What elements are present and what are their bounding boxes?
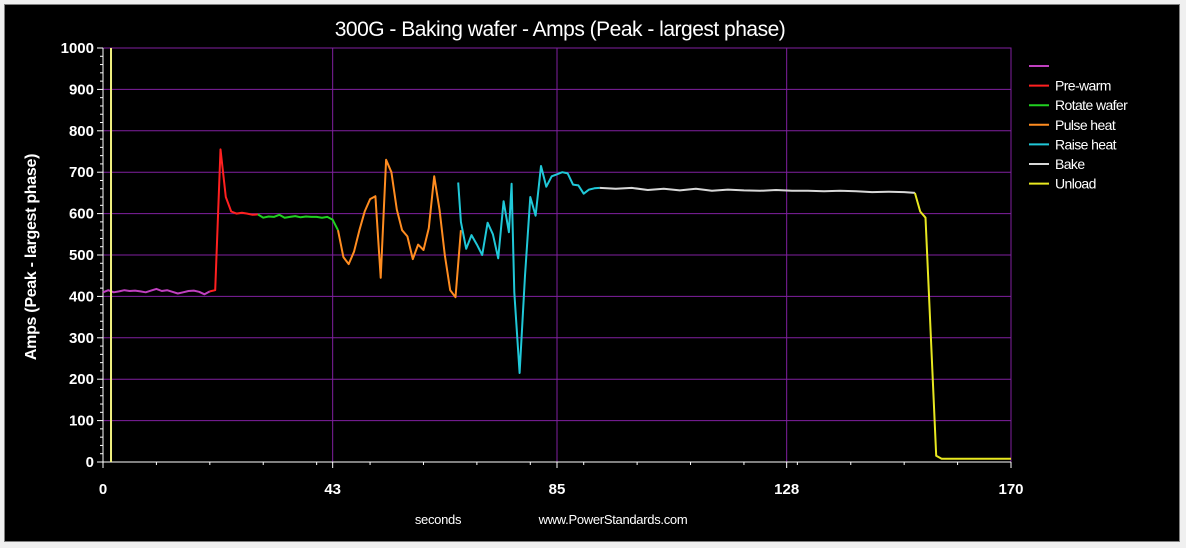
y-tick-label: 500 xyxy=(69,247,94,264)
legend-label-1: Pre-warm xyxy=(1055,78,1111,94)
y-tick-label: 0 xyxy=(86,454,94,471)
legend-label-4: Raise heat xyxy=(1055,136,1117,152)
x-axis-label: seconds xyxy=(415,512,462,527)
series-line-6 xyxy=(913,192,1011,460)
x-tick-label: 170 xyxy=(998,481,1023,498)
y-tick-label: 400 xyxy=(69,288,94,305)
y-axis-label: Amps (Peak - largest phase) xyxy=(23,154,40,360)
legend: Pre-warm Rotate wafer Pulse heat Raise heat… xyxy=(1029,65,1129,192)
legend-label-6: Unload xyxy=(1055,176,1096,192)
axis-layer: 0 100 200 300 400 500 600 700 800 900 1000 0 43 85 128… xyxy=(61,40,1024,498)
source-credit: www.PowerStandards.com xyxy=(538,512,688,527)
chart-title: 300G - Baking wafer - Amps (Peak - large… xyxy=(335,18,786,41)
y-tick-label: 800 xyxy=(69,123,94,140)
legend-label-2: Rotate wafer xyxy=(1055,97,1128,113)
legend-label-5: Bake xyxy=(1055,156,1085,172)
y-tick-label: 300 xyxy=(69,330,94,347)
series-line-0 xyxy=(102,287,211,296)
series-line-3 xyxy=(337,158,462,299)
chart-frame: 300G - Baking wafer - Amps (Peak - large… xyxy=(4,4,1180,542)
y-tick-label: 100 xyxy=(69,413,94,430)
y-tick-label: 700 xyxy=(69,164,94,181)
x-tick-label: 43 xyxy=(324,481,341,498)
legend-label-3: Pulse heat xyxy=(1055,117,1116,133)
y-tick-label: 900 xyxy=(69,81,94,98)
x-tick-label: 128 xyxy=(774,481,799,498)
series-layer xyxy=(102,48,1011,462)
y-tick-label: 1000 xyxy=(61,40,94,57)
series-line-4 xyxy=(457,165,600,374)
chart-svg: 300G - Baking wafer - Amps (Peak - large… xyxy=(23,18,1129,527)
series-line-5 xyxy=(599,186,915,194)
series-line-2 xyxy=(257,213,339,231)
y-tick-label: 600 xyxy=(69,206,94,223)
grid-layer xyxy=(102,47,1012,463)
x-tick-label: 0 xyxy=(99,481,107,498)
x-tick-label: 85 xyxy=(549,481,566,498)
series-line-1 xyxy=(209,148,258,293)
y-tick-label: 200 xyxy=(69,371,94,388)
